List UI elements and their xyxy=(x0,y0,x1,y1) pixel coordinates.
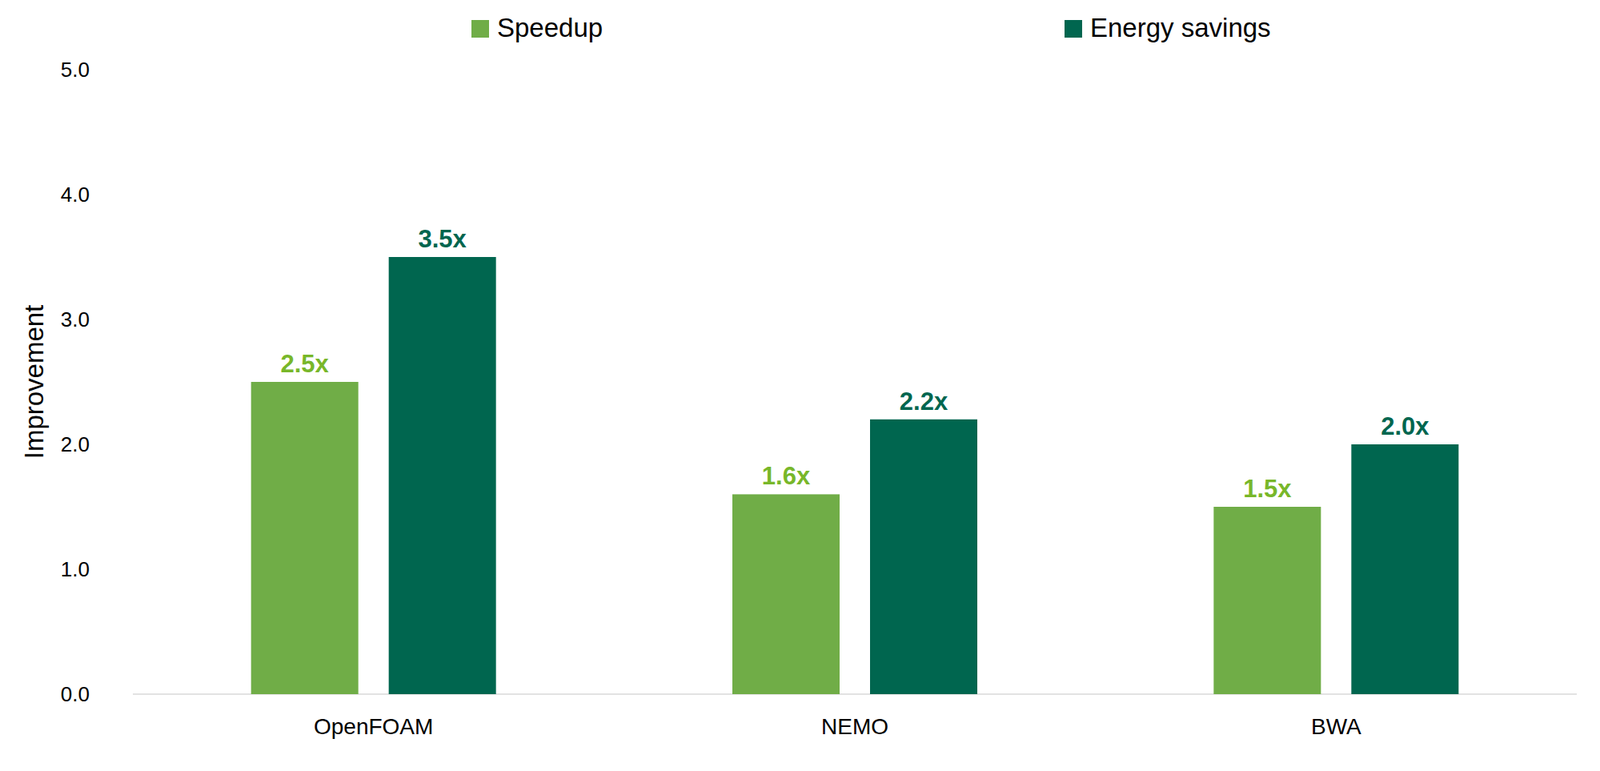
bar xyxy=(388,256,497,694)
data-label: 1.6x xyxy=(761,461,811,490)
chart-svg: 0.0 1.0 2.0 3.0 4.0 5.0 Improvement 2.5x 3.5x 1.6… xyxy=(0,0,1600,771)
bar xyxy=(1351,444,1459,694)
data-label: 3.5x xyxy=(417,224,467,253)
y-tick-label: 5.0 xyxy=(60,57,90,82)
data-label: 2.2x xyxy=(899,387,949,416)
y-tick-label: 0.0 xyxy=(60,681,90,706)
bar xyxy=(732,493,840,694)
chart-container: 0.0 1.0 2.0 3.0 4.0 5.0 Improvement 2.5x 3.5x 1.6… xyxy=(0,0,1600,771)
data-label: 1.5x xyxy=(1243,474,1292,503)
bar xyxy=(1213,506,1321,694)
x-tick-label: OpenFOAM xyxy=(313,713,434,739)
legend-label: Speedup xyxy=(497,12,603,43)
data-labels: 2.5x 3.5x 1.6x 2.2x 1.5x 2.0x xyxy=(280,224,1430,503)
bar xyxy=(251,381,359,694)
data-label: 2.0x xyxy=(1380,412,1430,441)
bars xyxy=(251,256,1460,694)
legend-swatch xyxy=(1064,20,1083,38)
y-tick-label: 2.0 xyxy=(60,432,90,457)
y-axis-label: Improvement xyxy=(19,304,49,460)
x-tick-label: NEMO xyxy=(821,713,889,739)
bar xyxy=(870,419,978,694)
y-tick-label: 3.0 xyxy=(60,307,90,332)
data-label: 2.5x xyxy=(280,349,329,378)
y-tick-label: 4.0 xyxy=(60,182,90,207)
legend-label: Energy savings xyxy=(1090,12,1272,43)
legend-swatch xyxy=(471,20,490,38)
y-tick-label: 1.0 xyxy=(60,557,90,582)
x-tick-label: BWA xyxy=(1311,713,1362,739)
